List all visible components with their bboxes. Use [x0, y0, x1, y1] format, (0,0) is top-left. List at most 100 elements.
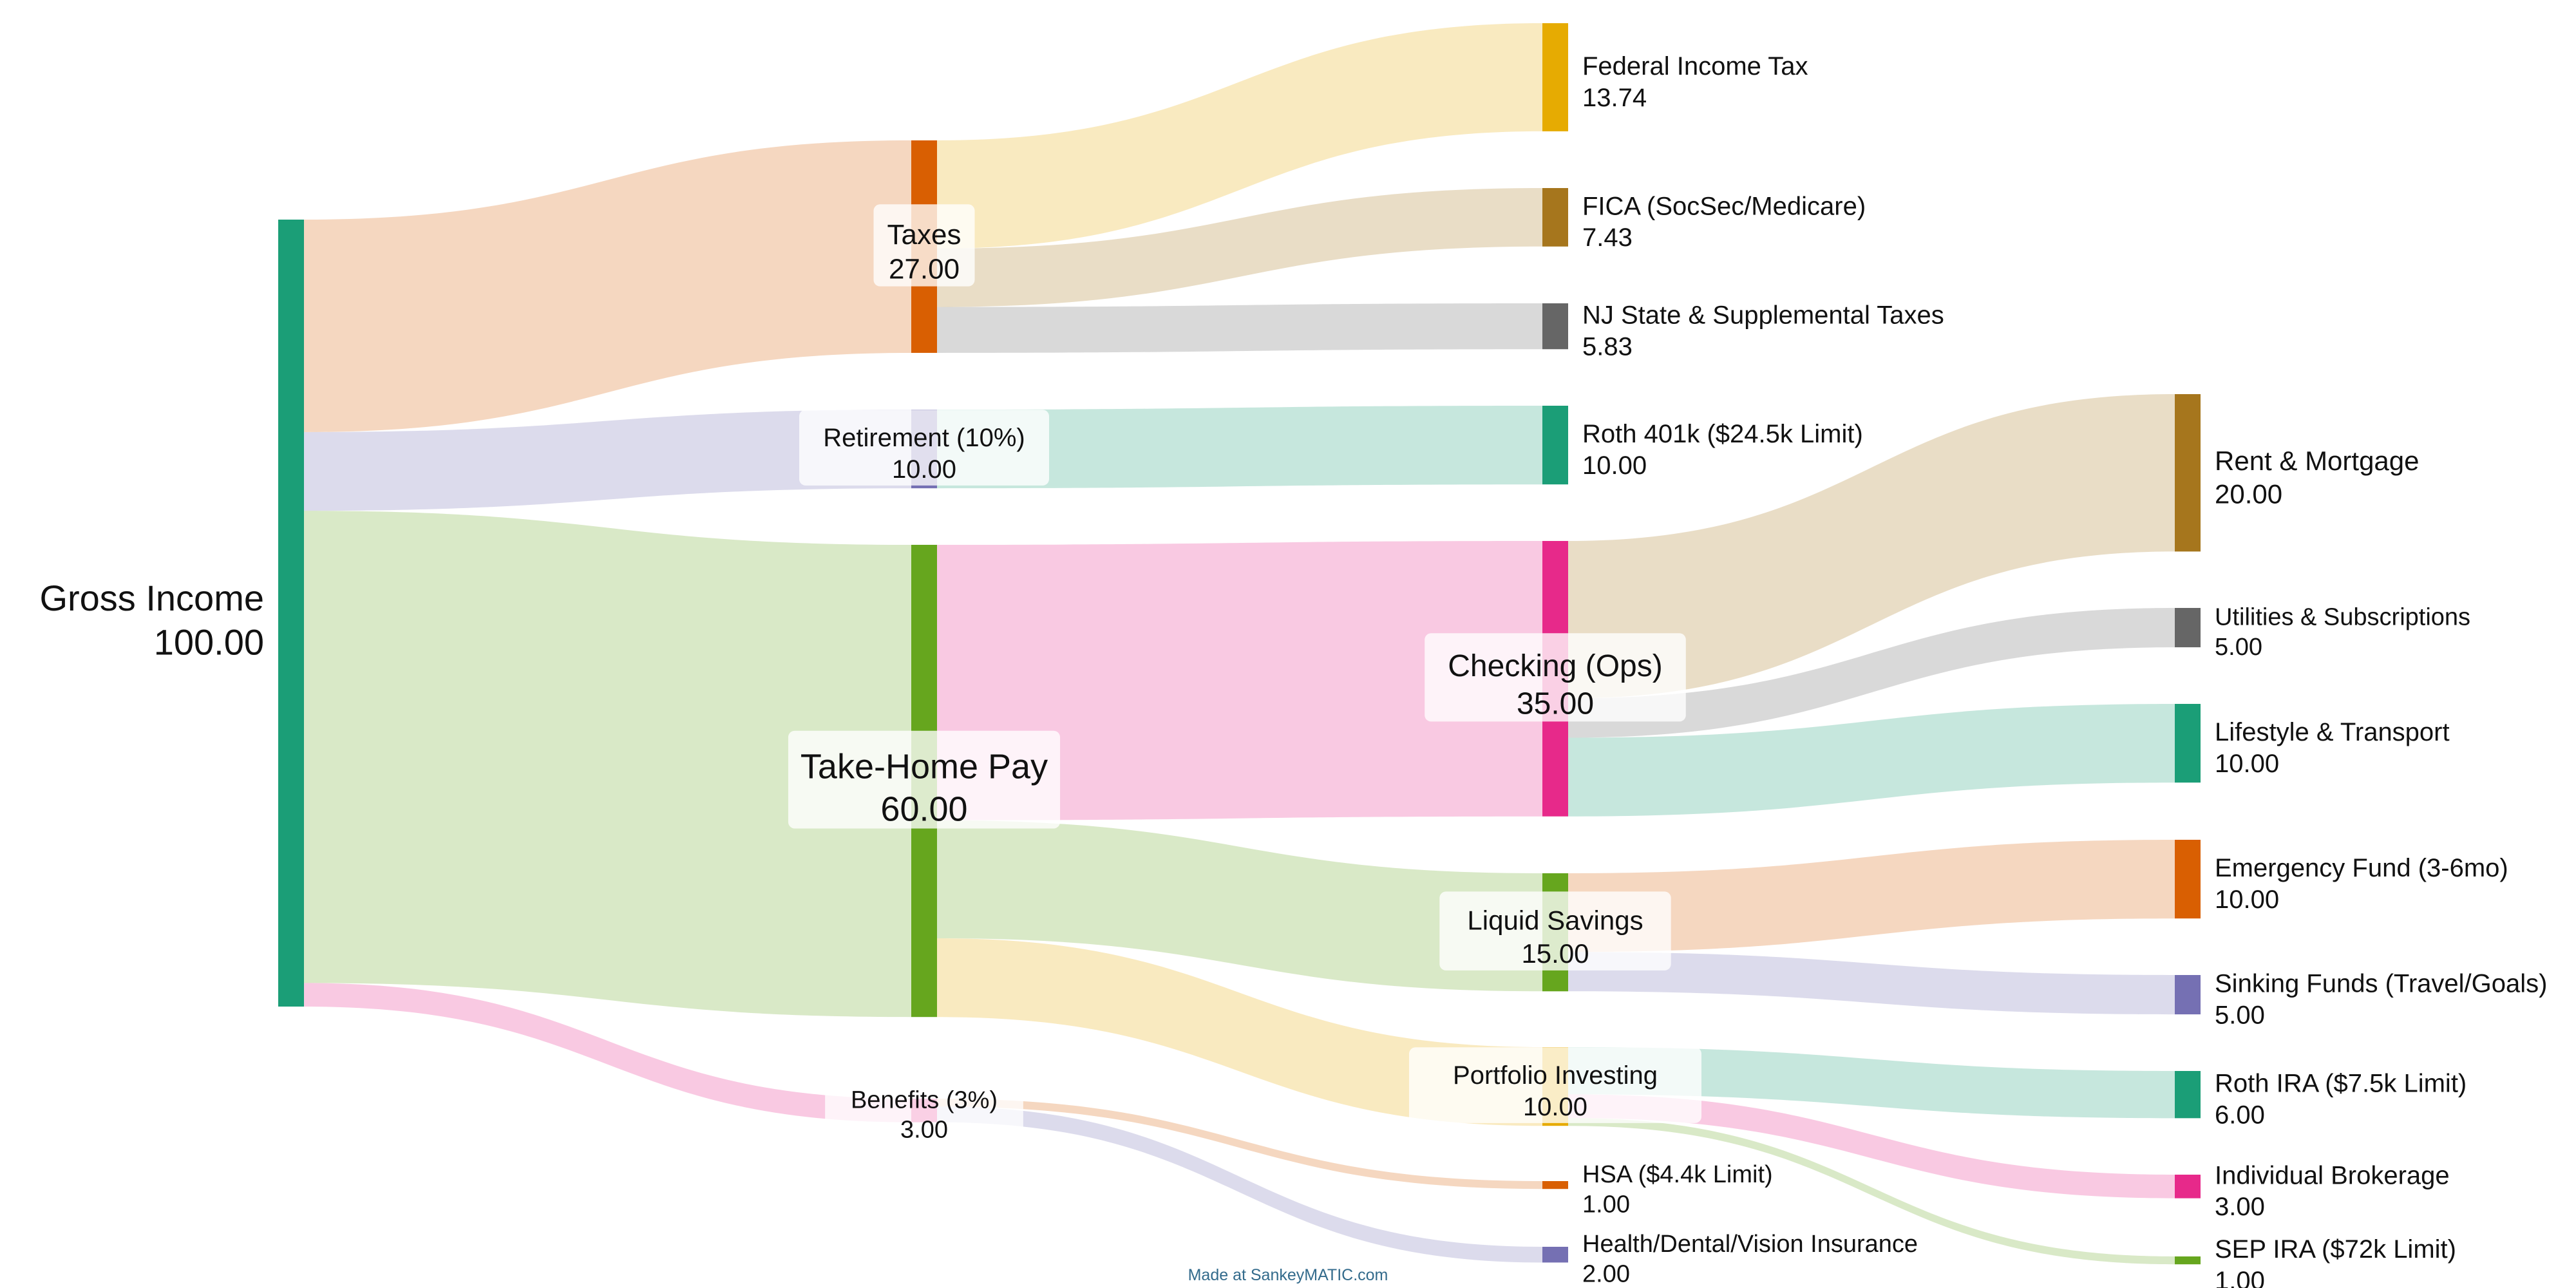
- flow-liquid-to-sinking: [1568, 952, 2175, 1015]
- label-utilities: Utilities & Subscriptions 5.00: [2215, 604, 2470, 661]
- node-nj: [1542, 303, 1568, 350]
- label-benefits: Benefits (3%) 3.00: [825, 1072, 1023, 1146]
- node-value-hsa: 1.00: [1582, 1191, 1630, 1218]
- node-value-sinking: 5.00: [2215, 1001, 2265, 1029]
- flow-portfolio-to-sepira: [1568, 1117, 2175, 1265]
- node-label-rent: Rent & Mortgage: [2215, 446, 2420, 476]
- label-sinking: Sinking Funds (Travel/Goals) 5.00: [2215, 970, 2547, 1030]
- node-label-sepira: SEP IRA ($72k Limit): [2215, 1235, 2456, 1264]
- flow-checking-to-rent: [1568, 394, 2175, 699]
- node-label-hsa: HSA ($4.4k Limit): [1582, 1161, 1773, 1188]
- flow-taxes-to-nj: [937, 303, 1542, 353]
- node-roth401k: [1542, 406, 1568, 485]
- label-bg-checking: [1425, 633, 1686, 722]
- node-emergency: [2175, 840, 2201, 919]
- node-label-fed: Federal Income Tax: [1582, 52, 1808, 80]
- node-label-retirement: Retirement (10%): [823, 424, 1025, 452]
- label-bg-takehome: [788, 730, 1061, 829]
- node-label-sinking: Sinking Funds (Travel/Goals): [2215, 970, 2547, 998]
- node-label-gross: Gross Income: [39, 578, 264, 618]
- label-emergency: Emergency Fund (3-6mo) 10.00: [2215, 854, 2508, 914]
- label-retirement: Retirement (10%) 10.00: [799, 410, 1049, 486]
- node-value-roth401k: 10.00: [1582, 451, 1647, 480]
- flow-benefits-to-hsa: [937, 1099, 1542, 1189]
- label-bg-benefits: [825, 1072, 1023, 1146]
- label-health: Health/Dental/Vision Insurance 2.00: [1582, 1231, 1918, 1287]
- flow-retirement-to-roth401k: [937, 406, 1542, 489]
- label-fica: FICA (SocSec/Medicare) 7.43: [1582, 192, 1866, 252]
- label-sepira: SEP IRA ($72k Limit) 1.00: [2215, 1235, 2456, 1288]
- node-sepira: [2175, 1256, 2201, 1265]
- node-label-nj: NJ State & Supplemental Taxes: [1582, 301, 1944, 330]
- label-lifestyle: Lifestyle & Transport 10.00: [2215, 718, 2450, 778]
- flow-taxes-to-fed: [937, 23, 1542, 249]
- node-label-liquid: Liquid Savings: [1467, 905, 1643, 936]
- flow-takehome-to-liquid: [937, 820, 1542, 992]
- node-value-taxes: 27.00: [889, 254, 960, 285]
- node-gross: [278, 220, 304, 1007]
- node-label-portfolio: Portfolio Investing: [1453, 1061, 1658, 1090]
- node-label-rothira: Roth IRA ($7.5k Limit): [2215, 1070, 2467, 1098]
- node-value-liquid: 15.00: [1521, 938, 1589, 969]
- node-label-utilities: Utilities & Subscriptions: [2215, 604, 2470, 631]
- node-value-nj: 5.83: [1582, 332, 1633, 361]
- flow-checking-to-utilities: [1568, 608, 2175, 738]
- node-value-portfolio: 10.00: [1523, 1093, 1587, 1121]
- label-bg-portfolio: [1409, 1047, 1701, 1123]
- node-value-fica: 7.43: [1582, 223, 1633, 252]
- node-value-lifestyle: 10.00: [2215, 750, 2279, 778]
- node-value-emergency: 10.00: [2215, 886, 2279, 914]
- node-value-takehome: 60.00: [880, 790, 967, 828]
- node-value-gross: 100.00: [154, 621, 264, 662]
- node-value-benefits: 3.00: [900, 1117, 948, 1144]
- node-value-fed: 13.74: [1582, 84, 1647, 112]
- flow-layer: [304, 23, 2175, 1265]
- flow-gross-to-takehome: [304, 511, 911, 1018]
- node-label-brokerage: Individual Brokerage: [2215, 1161, 2450, 1189]
- node-label-benefits: Benefits (3%): [851, 1086, 998, 1113]
- label-hsa: HSA ($4.4k Limit) 1.00: [1582, 1161, 1773, 1218]
- flow-takehome-to-checking: [937, 541, 1542, 820]
- node-value-utilities: 5.00: [2215, 634, 2262, 661]
- flow-takehome-to-portfolio: [937, 938, 1542, 1126]
- node-health: [1542, 1247, 1568, 1263]
- node-rothira: [2175, 1071, 2201, 1119]
- flow-liquid-to-emergency: [1568, 840, 2175, 952]
- flow-taxes-to-fica: [937, 188, 1542, 307]
- flow-portfolio-to-brokerage: [1568, 1094, 2175, 1198]
- node-label-health: Health/Dental/Vision Insurance: [1582, 1231, 1918, 1258]
- node-label-roth401k: Roth 401k ($24.5k Limit): [1582, 420, 1863, 448]
- node-value-retirement: 10.00: [892, 455, 956, 484]
- flow-gross-to-benefits: [304, 983, 911, 1122]
- node-label-takehome: Take-Home Pay: [800, 748, 1048, 786]
- label-bg-retirement: [799, 410, 1049, 486]
- node-hsa: [1542, 1181, 1568, 1189]
- node-label-checking: Checking (Ops): [1448, 649, 1662, 683]
- node-brokerage: [2175, 1175, 2201, 1198]
- label-portfolio: Portfolio Investing 10.00: [1409, 1047, 1701, 1123]
- flow-benefits-to-health: [937, 1106, 1542, 1263]
- credit-text: Made at SankeyMATIC.com: [1188, 1266, 1388, 1284]
- node-label-fica: FICA (SocSec/Medicare): [1582, 192, 1866, 220]
- flow-portfolio-to-rothira: [1568, 1047, 2175, 1119]
- label-brokerage: Individual Brokerage 3.00: [2215, 1161, 2450, 1221]
- node-value-brokerage: 3.00: [2215, 1193, 2265, 1221]
- node-value-rent: 20.00: [2215, 478, 2282, 509]
- label-bg-liquid: [1439, 891, 1671, 971]
- label-roth401k: Roth 401k ($24.5k Limit) 10.00: [1582, 420, 1863, 480]
- flow-gross-to-retirement: [304, 410, 911, 511]
- node-fica: [1542, 188, 1568, 247]
- node-lifestyle: [2175, 704, 2201, 783]
- label-takehome: Take-Home Pay 60.00: [788, 730, 1061, 829]
- flow-gross-to-taxes: [304, 140, 911, 432]
- node-rent: [2175, 394, 2201, 552]
- flow-checking-to-lifestyle: [1568, 704, 2175, 817]
- label-checking: Checking (Ops) 35.00: [1425, 633, 1686, 722]
- node-value-health: 2.00: [1582, 1261, 1630, 1288]
- node-label-emergency: Emergency Fund (3-6mo): [2215, 854, 2508, 882]
